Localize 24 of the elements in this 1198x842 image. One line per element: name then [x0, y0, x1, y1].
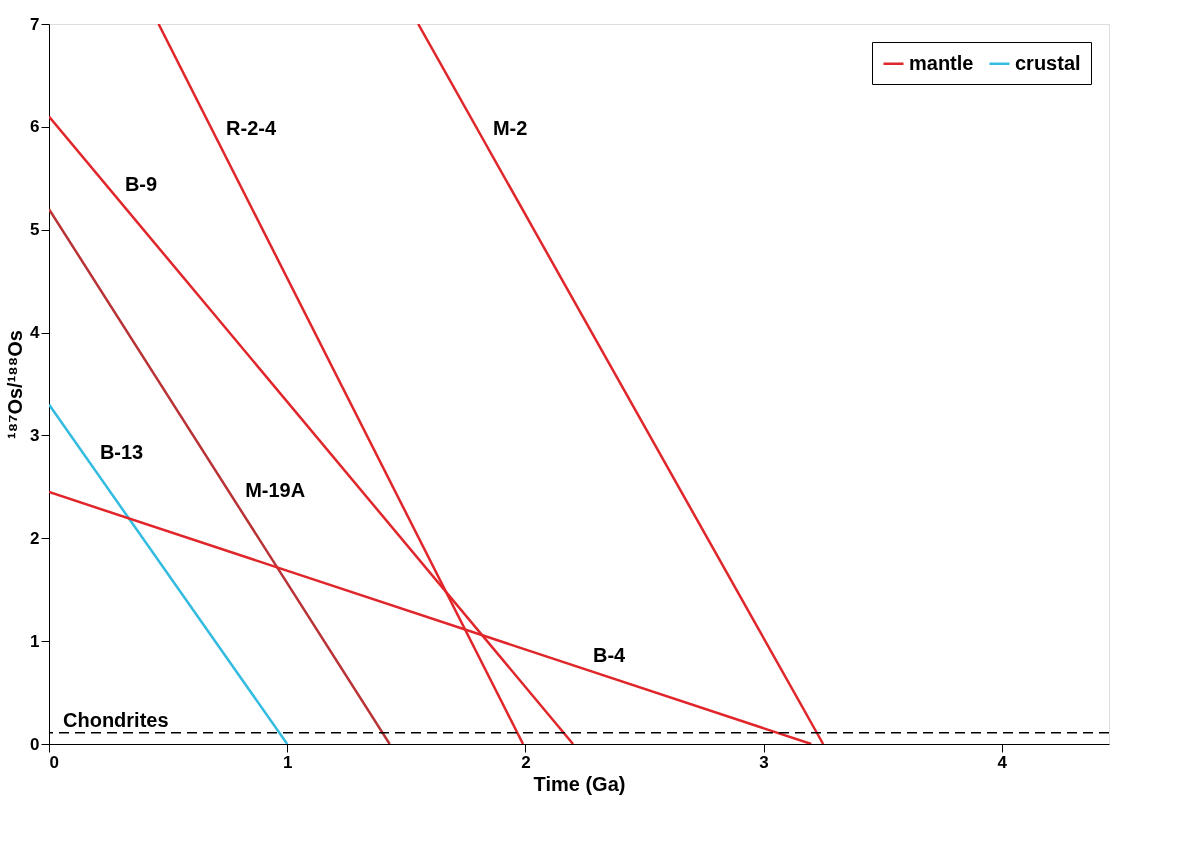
x-tick-label: 0 [49, 752, 59, 772]
annotation: M-19A [245, 479, 306, 502]
legend-label: mantle [909, 51, 974, 74]
y-tick-label: 2 [30, 528, 40, 548]
annotation: R-2-4 [226, 117, 278, 140]
ref-line-label: Chondrites [63, 708, 169, 731]
legend-label: crustal [1015, 51, 1081, 74]
annotation: B-13 [99, 441, 144, 464]
x-tick-label: 1 [282, 752, 293, 772]
y-tick-label: 0 [30, 734, 40, 754]
annotation: B-4 [592, 643, 627, 666]
x-tick-label: 4 [997, 752, 1008, 772]
x-tick-label: 2 [521, 752, 531, 772]
y-tick-label: 3 [30, 425, 40, 445]
y-tick-label: 7 [30, 14, 40, 34]
y-tick-label: 1 [30, 631, 40, 651]
x-axis-title: Time (Ga) [533, 772, 626, 795]
y-tick-label: 5 [30, 220, 40, 240]
x-tick-label: 3 [759, 752, 769, 772]
annotation: B-9 [124, 172, 158, 195]
annotation: M-2 [492, 117, 528, 140]
y-tick-label: 4 [30, 323, 41, 343]
y-axis-title: ¹⁸⁷Os/¹⁸⁸Os [4, 330, 27, 439]
y-tick-label: 6 [30, 117, 40, 137]
